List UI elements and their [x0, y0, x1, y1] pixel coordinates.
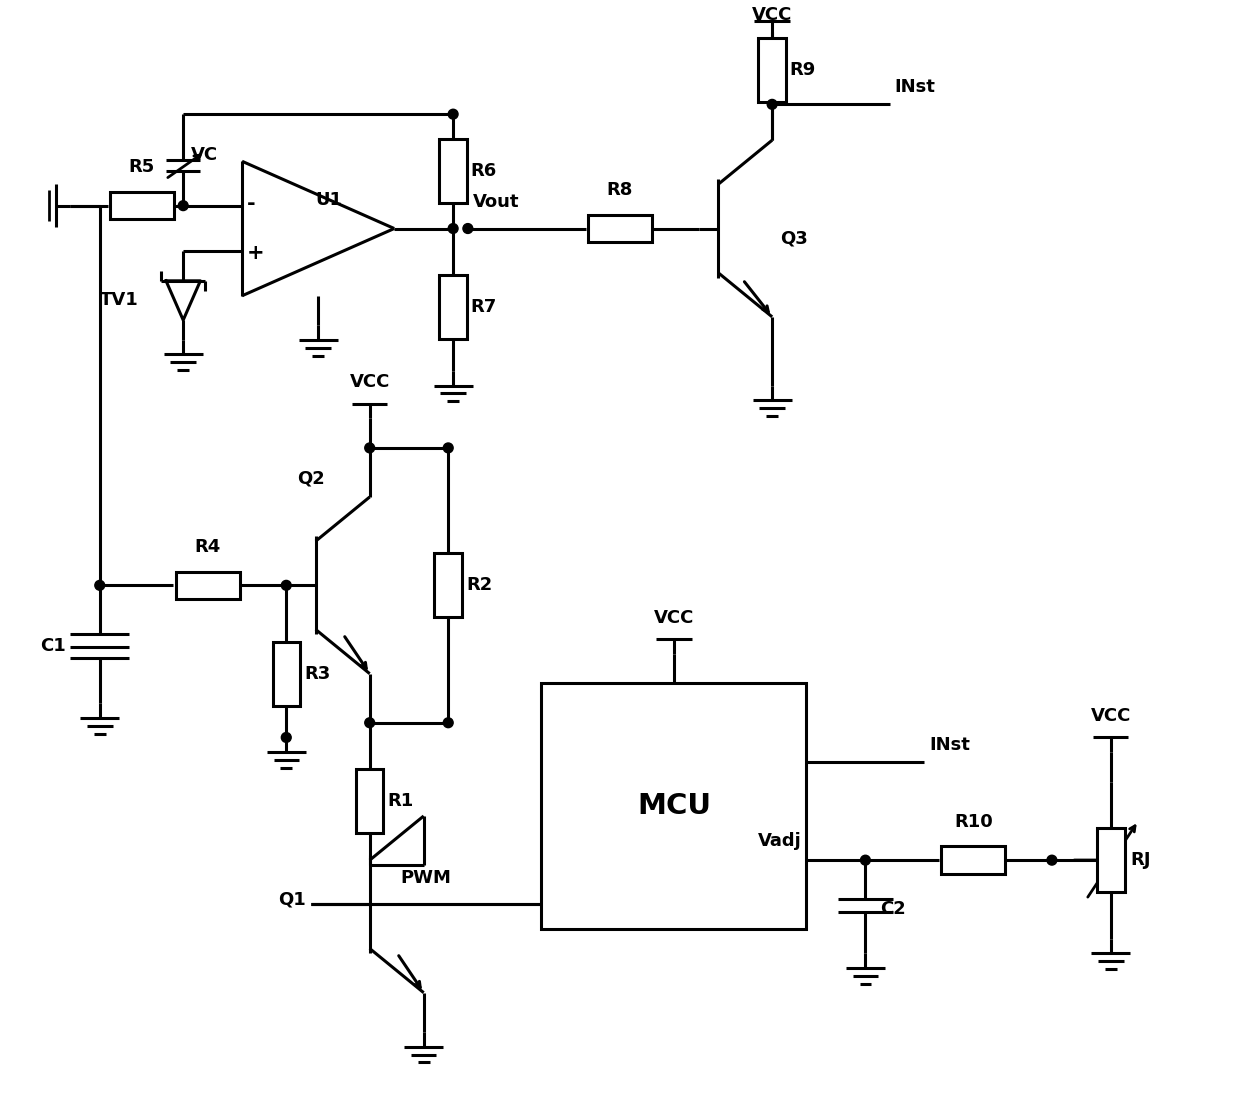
Text: MCU: MCU — [637, 792, 711, 820]
Circle shape — [768, 100, 777, 110]
Text: R3: R3 — [304, 665, 330, 682]
Text: INst: INst — [895, 79, 936, 96]
Text: -: - — [247, 194, 255, 214]
Text: C2: C2 — [880, 900, 906, 919]
Circle shape — [281, 580, 291, 590]
Circle shape — [94, 580, 104, 590]
Text: VCC: VCC — [653, 609, 694, 626]
Text: VCC: VCC — [1091, 706, 1131, 725]
Bar — [1097, 828, 1125, 892]
Text: R8: R8 — [606, 181, 634, 199]
Text: Q3: Q3 — [780, 229, 807, 247]
Circle shape — [444, 443, 453, 453]
Text: Q1: Q1 — [278, 890, 306, 909]
Text: VC: VC — [191, 146, 218, 163]
Text: VCC: VCC — [350, 373, 389, 391]
Text: R4: R4 — [195, 538, 221, 556]
Bar — [588, 215, 652, 242]
Text: PWM: PWM — [401, 868, 451, 887]
Bar — [273, 642, 300, 705]
Text: C1: C1 — [40, 637, 66, 655]
Text: R2: R2 — [466, 576, 492, 595]
Circle shape — [463, 223, 472, 233]
Text: Vout: Vout — [472, 193, 520, 211]
Text: RJ: RJ — [1131, 851, 1151, 869]
Bar — [439, 139, 467, 204]
Circle shape — [444, 718, 453, 728]
Circle shape — [365, 443, 374, 453]
Text: U1: U1 — [316, 191, 342, 209]
Text: R1: R1 — [387, 793, 414, 810]
Text: Vadj: Vadj — [758, 832, 801, 851]
Bar — [176, 572, 239, 599]
Bar — [941, 846, 1006, 874]
Text: R5: R5 — [129, 158, 155, 176]
Text: R10: R10 — [954, 812, 993, 831]
Text: R6: R6 — [471, 162, 497, 181]
Bar — [356, 770, 383, 833]
Circle shape — [365, 718, 374, 728]
Circle shape — [179, 200, 188, 210]
Text: R7: R7 — [471, 298, 497, 316]
Circle shape — [448, 110, 458, 119]
Bar — [542, 683, 806, 929]
Text: TV1: TV1 — [100, 291, 139, 310]
Bar — [759, 38, 786, 102]
Circle shape — [1047, 855, 1056, 865]
Text: VCC: VCC — [751, 5, 792, 24]
Circle shape — [448, 223, 458, 233]
Bar — [110, 192, 174, 219]
Text: R9: R9 — [790, 61, 816, 79]
Text: Q2: Q2 — [296, 469, 325, 487]
Bar — [439, 275, 467, 339]
Text: +: + — [247, 243, 264, 263]
Circle shape — [281, 733, 291, 742]
Bar — [434, 553, 463, 618]
Text: INst: INst — [929, 736, 970, 754]
Circle shape — [861, 855, 870, 865]
